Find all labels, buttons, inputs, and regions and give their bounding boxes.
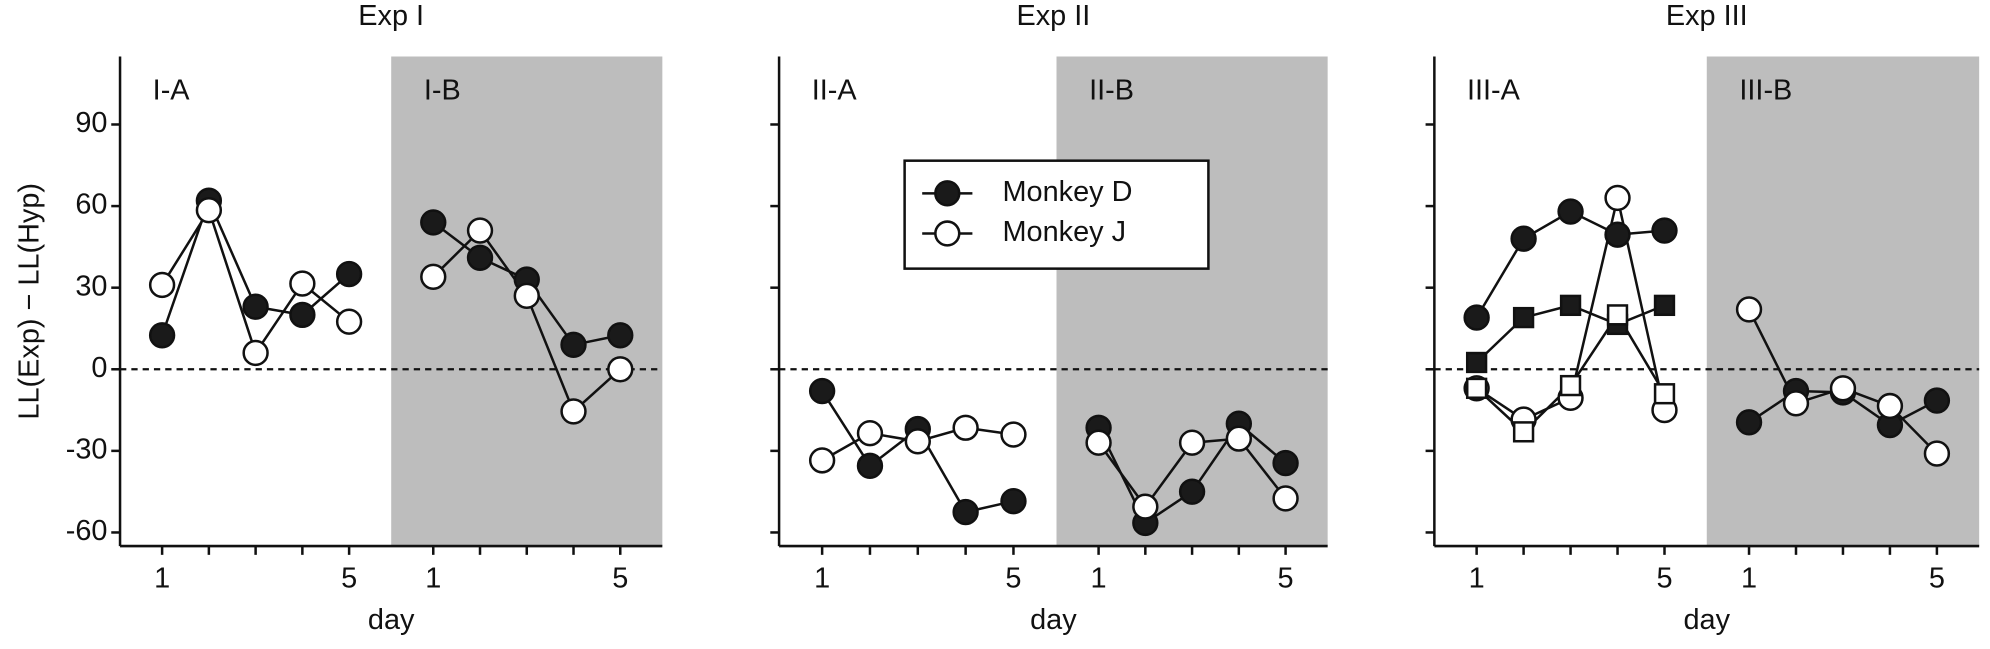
y-tick-label: 0: [91, 352, 107, 384]
circle-marker: [607, 356, 634, 383]
circle-marker: [808, 447, 836, 474]
circle-marker: [607, 322, 634, 349]
circle-marker: [1604, 184, 1631, 212]
circle-marker: [420, 263, 447, 290]
panel-label: II-B: [1089, 74, 1134, 106]
square-marker: [1512, 306, 1535, 329]
circle-marker: [289, 301, 316, 329]
x-tick-label: 5: [1656, 563, 1672, 595]
circle-marker: [1000, 421, 1027, 448]
panel-label: III-B: [1739, 74, 1792, 106]
circle-marker: [1463, 304, 1490, 331]
square-marker: [1606, 304, 1629, 326]
y-tick-label: 60: [75, 189, 107, 221]
legend-marker: [934, 220, 961, 247]
circle-marker: [1178, 478, 1206, 505]
circle-marker: [808, 377, 836, 405]
panel-label: I-A: [153, 74, 191, 106]
square-marker: [1465, 351, 1488, 374]
panel-label: III-A: [1467, 74, 1521, 106]
circle-marker: [1735, 296, 1763, 323]
x-tick-label: 1: [814, 563, 830, 595]
panel-label: I-B: [424, 74, 461, 106]
x-axis-label: day: [1030, 604, 1077, 636]
x-tick-label: 5: [1278, 563, 1294, 595]
chart-title: Exp III: [1666, 0, 1748, 32]
legend-label: Monkey D: [1003, 176, 1133, 208]
circle-marker: [335, 308, 363, 335]
circle-marker: [856, 420, 884, 447]
chart-title: Exp II: [1016, 0, 1090, 32]
x-tick-label: 1: [425, 563, 441, 595]
circle-marker: [1557, 198, 1584, 225]
circle-marker: [1225, 425, 1253, 452]
y-tick-label: 30: [75, 270, 107, 302]
circle-marker: [195, 196, 223, 224]
series-line: [1475, 312, 1666, 434]
series-line: [161, 207, 350, 356]
x-tick-label: 1: [1091, 563, 1107, 595]
y-tick-label: 90: [75, 107, 107, 139]
circle-marker: [560, 398, 587, 425]
x-tick-label: 5: [1005, 563, 1021, 595]
circle-marker: [242, 339, 269, 367]
circle-marker: [420, 209, 447, 236]
x-axis-label: day: [1684, 604, 1731, 636]
circle-marker: [1510, 225, 1537, 252]
legend-box: [903, 159, 1210, 270]
square-marker: [1512, 421, 1535, 443]
circle-marker: [1876, 392, 1904, 420]
square-marker: [1559, 374, 1582, 397]
circle-marker: [856, 452, 884, 480]
circle-marker: [148, 322, 176, 349]
circle-marker: [466, 217, 494, 244]
square-marker: [1465, 377, 1488, 399]
circle-marker: [1829, 375, 1857, 402]
x-tick-label: 5: [1929, 563, 1945, 595]
circle-marker: [289, 270, 316, 297]
circle-marker: [1272, 449, 1299, 477]
circle-marker: [513, 282, 540, 310]
x-tick-label: 5: [612, 563, 628, 595]
y-axis-label: LL(Exp) − LL(Hyp): [14, 183, 46, 420]
y-tick-label: -60: [66, 515, 108, 547]
circle-marker: [952, 498, 979, 526]
circle-marker: [1085, 429, 1112, 456]
circle-marker: [904, 428, 931, 455]
circle-marker: [1000, 488, 1027, 515]
circle-marker: [1651, 217, 1678, 244]
circle-marker: [1132, 493, 1159, 520]
x-axis-label: day: [368, 604, 415, 636]
circle-marker: [242, 293, 269, 320]
circle-marker: [1782, 390, 1810, 417]
legend-label: Monkey J: [1003, 216, 1127, 248]
panel-label: II-A: [812, 74, 858, 106]
x-tick-label: 1: [1469, 563, 1485, 595]
y-tick-label: -30: [66, 433, 108, 465]
square-marker: [1653, 294, 1676, 317]
x-tick-label: 1: [1741, 563, 1757, 595]
x-tick-label: 5: [341, 563, 357, 595]
circle-marker: [1178, 429, 1206, 456]
circle-marker: [1604, 221, 1631, 248]
circle-marker: [1735, 409, 1763, 436]
legend-marker: [934, 180, 961, 207]
circle-marker: [1272, 485, 1299, 512]
square-marker: [1653, 383, 1676, 405]
circle-marker: [560, 331, 587, 358]
x-tick-label: 1: [154, 563, 170, 595]
square-marker: [1559, 294, 1582, 317]
circle-marker: [952, 414, 979, 441]
circle-marker: [335, 260, 363, 288]
circle-marker: [1923, 387, 1951, 414]
chart-title: Exp I: [358, 0, 424, 32]
circle-marker: [148, 271, 176, 299]
circle-marker: [466, 244, 494, 271]
circle-marker: [1923, 440, 1951, 467]
